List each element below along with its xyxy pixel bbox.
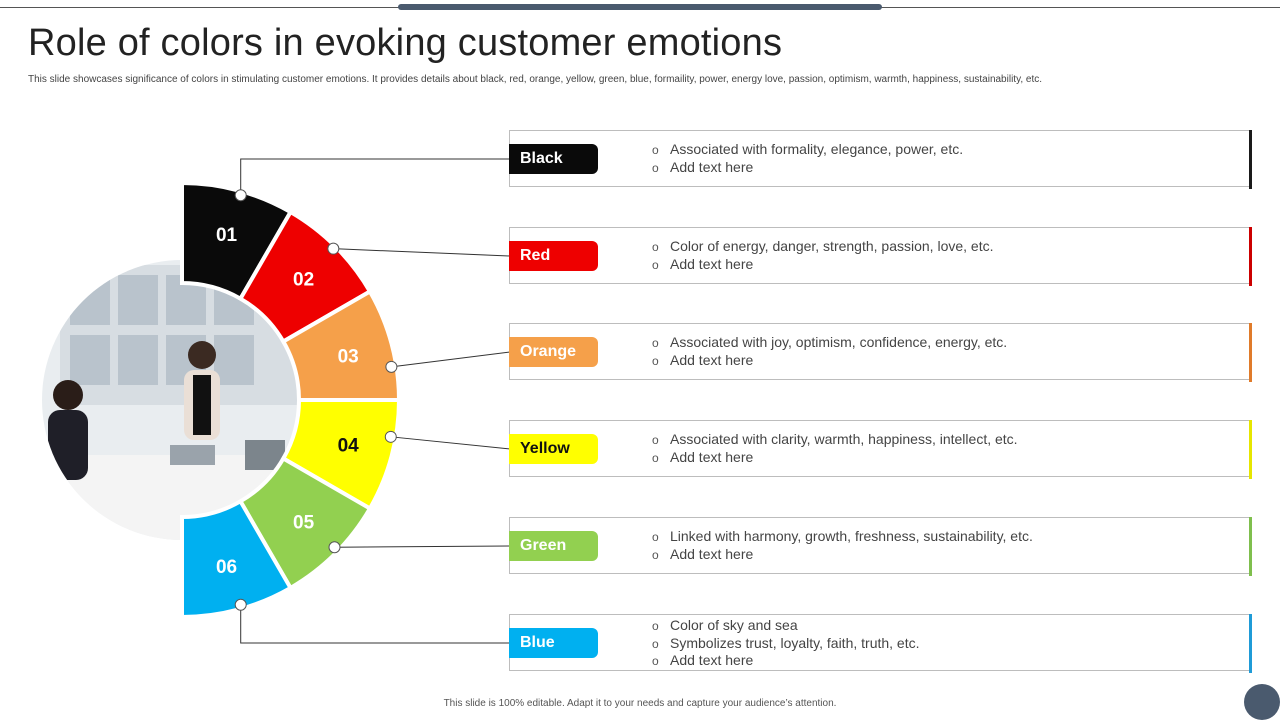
connector-line — [333, 248, 511, 257]
bullet-item: Associated with formality, elegance, pow… — [652, 141, 963, 159]
connector-dot — [384, 430, 397, 443]
connector-dot — [327, 242, 340, 255]
connector-line — [334, 545, 511, 548]
color-label-tag: Blue — [509, 628, 598, 658]
connector-line — [240, 604, 510, 644]
bullet-item: Color of sky and sea — [652, 617, 920, 635]
wheel-segment-blue — [180, 498, 294, 620]
card-accent-bar — [1249, 517, 1252, 576]
connector-dot — [385, 360, 398, 373]
bullet-list: Color of sky and seaSymbolizes trust, lo… — [652, 617, 920, 670]
card-accent-bar — [1249, 130, 1252, 189]
segment-number: 01 — [216, 225, 238, 246]
segment-number: 05 — [293, 513, 315, 534]
bullet-list: Associated with formality, elegance, pow… — [652, 141, 963, 176]
segment-number: 04 — [338, 436, 360, 457]
card-accent-bar — [1249, 227, 1252, 286]
segment-number: 06 — [216, 557, 237, 578]
color-card-yellow: Yellow Associated with clarity, warmth, h… — [509, 420, 1252, 479]
color-card-orange: Orange Associated with joy, optimism, con… — [509, 323, 1252, 382]
card-accent-bar — [1249, 614, 1252, 673]
bullet-item: Add text here — [652, 652, 920, 670]
footer-note: This slide is 100% editable. Adapt it to… — [443, 698, 837, 709]
corner-decoration — [1244, 684, 1280, 720]
top-accent-bar — [398, 4, 882, 10]
color-card-green: Green Linked with harmony, growth, freshn… — [509, 517, 1252, 576]
segment-number: 03 — [338, 346, 359, 367]
segment-numbers: 01 02 03 04 05 06 — [216, 225, 359, 578]
wheel-segments — [180, 180, 402, 620]
bullet-item: Associated with clarity, warmth, happine… — [652, 431, 1018, 449]
bullet-list: Associated with clarity, warmth, happine… — [652, 431, 1018, 466]
connector-lines — [234, 158, 511, 644]
color-label-tag: Yellow — [509, 434, 598, 464]
bullet-item: Add text here — [652, 256, 993, 274]
color-card-red: Red Color of energy, danger, strength, pa… — [509, 227, 1252, 286]
bullet-list: Color of energy, danger, strength, passi… — [652, 238, 993, 273]
color-label-tag: Black — [509, 144, 598, 174]
connector-dot — [234, 189, 247, 202]
color-card-black: Black Associated with formality, elegance… — [509, 130, 1252, 189]
color-label-tag: Green — [509, 531, 598, 561]
bullet-item: Add text here — [652, 159, 963, 177]
color-label-tag: Red — [509, 241, 598, 271]
bullet-item: Add text here — [652, 352, 1007, 370]
bullet-item: Add text here — [652, 546, 1033, 564]
slide-title: Role of colors in evoking customer emoti… — [28, 22, 783, 64]
card-accent-bar — [1249, 323, 1252, 382]
bullet-list: Linked with harmony, growth, freshness, … — [652, 528, 1033, 563]
connector-line — [240, 158, 510, 196]
connector-line — [390, 436, 511, 450]
connector-dot — [328, 541, 341, 554]
slide-subtitle: This slide showcases significance of col… — [28, 74, 1042, 85]
bullet-list: Associated with joy, optimism, confidenc… — [652, 334, 1007, 369]
bullet-item: Symbolizes trust, loyalty, faith, truth,… — [652, 635, 920, 653]
bullet-item: Add text here — [652, 449, 1018, 467]
bullet-item: Linked with harmony, growth, freshness, … — [652, 528, 1033, 546]
connector-line — [391, 351, 511, 368]
bullet-item: Color of energy, danger, strength, passi… — [652, 238, 993, 256]
color-label-tag: Orange — [509, 337, 598, 367]
card-accent-bar — [1249, 420, 1252, 479]
color-card-blue: Blue Color of sky and seaSymbolizes trust… — [509, 614, 1252, 673]
bullet-item: Associated with joy, optimism, confidenc… — [652, 334, 1007, 352]
segment-number: 02 — [293, 269, 314, 290]
connector-dot — [234, 598, 247, 611]
